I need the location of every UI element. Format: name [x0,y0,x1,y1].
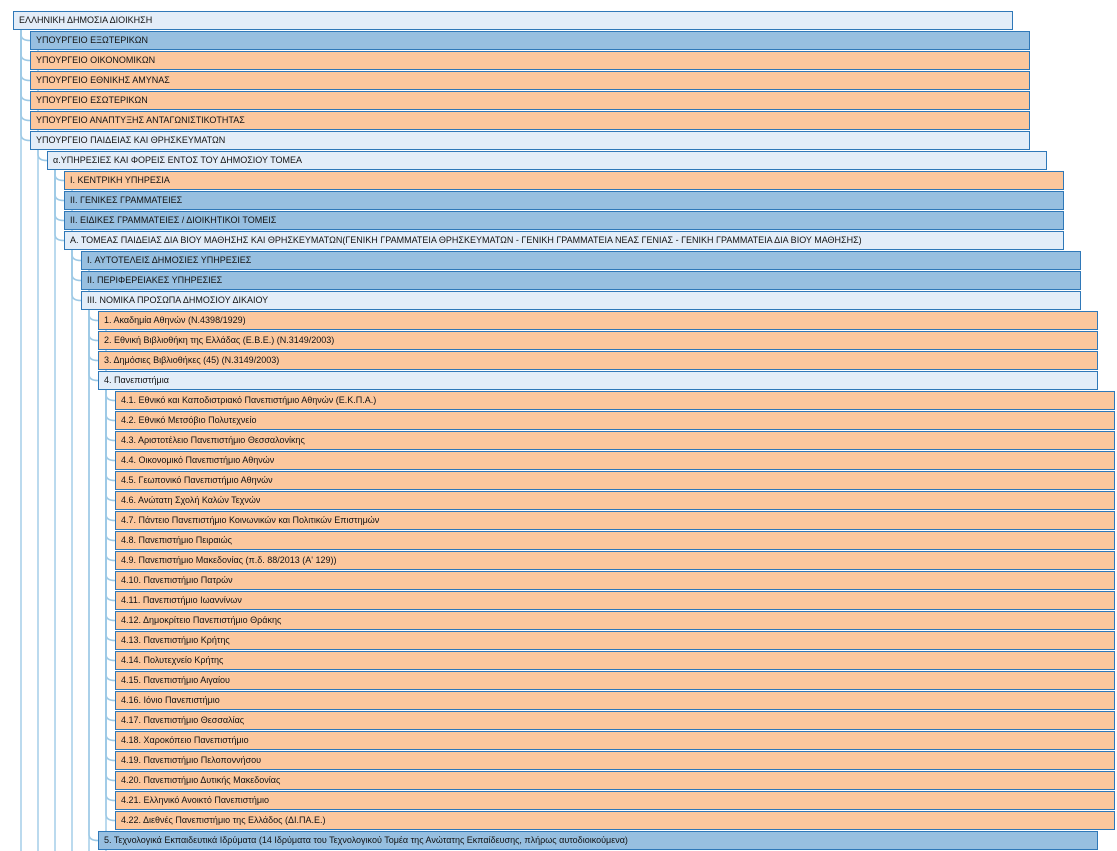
tree-node-label: ΕΛΛΗΝΙΚΗ ΔΗΜΟΣΙΑ ΔΙΟΙΚΗΣΗ [19,15,153,25]
tree-node-29[interactable]: 4.10. Πανεπιστήμιο Πατρών [115,571,1115,590]
tree-node-label: Α. ΤΟΜΕΑΣ ΠΑΙΔΕΙΑΣ ΔΙΑ ΒΙΟΥ ΜΑΘΗΣΗΣ ΚΑΙ … [70,235,862,245]
tree-node-28[interactable]: 4.9. Πανεπιστήμιο Μακεδονίας (π.δ. 88/20… [115,551,1115,570]
tree-node-42[interactable]: 5. Τεχνολογικά Εκπαιδευτικά Ιδρύματα (14… [98,831,1098,850]
tree-node-34[interactable]: 4.15. Πανεπιστήμιο Αιγαίου [115,671,1115,690]
tree-node-17[interactable]: 2. Εθνική Βιβλιοθήκη της Ελλάδας (Ε.Β.Ε.… [98,331,1098,350]
tree-node-label: 1. Ακαδημία Αθηνών (Ν.4398/1929) [104,315,246,325]
tree-node-label: ΥΠΟΥΡΓΕΙΟ ΠΑΙΔΕΙΑΣ ΚΑΙ ΘΡΗΣΚΕΥΜΑΤΩΝ [36,135,226,145]
tree-node-23[interactable]: 4.4. Οικονομικό Πανεπιστήμιο Αθηνών [115,451,1115,470]
tree-node-label: 4.14. Πολυτεχνείο Κρήτης [121,655,224,665]
tree-node-label: 4.2. Εθνικό Μετσόβιο Πολυτεχνείο [121,415,257,425]
tree-node-label: ΥΠΟΥΡΓΕΙΟ ΕΘΝΙΚΗΣ ΑΜΥΝΑΣ [36,75,170,85]
tree-node-label: 5. Τεχνολογικά Εκπαιδευτικά Ιδρύματα (14… [104,835,628,845]
tree-node-24[interactable]: 4.5. Γεωπονικό Πανεπιστήμιο Αθηνών [115,471,1115,490]
tree-node-label: 4.7. Πάντειο Πανεπιστήμιο Κοινωνικών και… [121,515,380,525]
tree-node-label: 4.4. Οικονομικό Πανεπιστήμιο Αθηνών [121,455,275,465]
tree-node-label: 2. Εθνική Βιβλιοθήκη της Ελλάδας (Ε.Β.Ε.… [104,335,335,345]
tree-node-8[interactable]: α.ΥΠΗΡΕΣΙΕΣ ΚΑΙ ΦΟΡΕΙΣ ΕΝΤΟΣ ΤΟΥ ΔΗΜΟΣΙΟ… [47,151,1047,170]
tree-node-7[interactable]: ΥΠΟΥΡΓΕΙΟ ΠΑΙΔΕΙΑΣ ΚΑΙ ΘΡΗΣΚΕΥΜΑΤΩΝ [30,131,1030,150]
tree-node-label: 3. Δημόσιες Βιβλιοθήκες (45) (Ν.3149/200… [104,355,280,365]
tree-node-40[interactable]: 4.21. Ελληνικό Ανοικτό Πανεπιστήμιο [115,791,1115,810]
tree-node-label: 4.1. Εθνικό και Καποδιστριακό Πανεπιστήμ… [121,395,377,405]
tree-node-16[interactable]: 1. Ακαδημία Αθηνών (Ν.4398/1929) [98,311,1098,330]
tree-node-label: 4. Πανεπιστήμια [104,375,169,385]
tree-node-36[interactable]: 4.17. Πανεπιστήμιο Θεσσαλίας [115,711,1115,730]
tree-node-22[interactable]: 4.3. Αριστοτέλειο Πανεπιστήμιο Θεσσαλονί… [115,431,1115,450]
tree-node-label: 4.18. Χαροκόπειο Πανεπιστήμιο [121,735,249,745]
tree-node-3[interactable]: ΥΠΟΥΡΓΕΙΟ ΟΙΚΟΝΟΜΙΚΩΝ [30,51,1030,70]
tree-node-32[interactable]: 4.13. Πανεπιστήμιο Κρήτης [115,631,1115,650]
tree-node-label: 4.20. Πανεπιστήμιο Δυτικής Μακεδονίας [121,775,281,785]
tree-node-label: 4.12. Δημοκρίτειο Πανεπιστήμιο Θράκης [121,615,282,625]
tree-node-label: 4.9. Πανεπιστήμιο Μακεδονίας (π.δ. 88/20… [121,555,337,565]
tree-node-label: II. ΠΕΡΙΦΕΡΕΙΑΚΕΣ ΥΠΗΡΕΣΙΕΣ [87,275,223,285]
tree-node-11[interactable]: II. ΕΙΔΙΚΕΣ ΓΡΑΜΜΑΤΕΙΕΣ / ΔΙΟΙΚΗΤΙΚΟΙ ΤΟ… [64,211,1064,230]
tree-node-18[interactable]: 3. Δημόσιες Βιβλιοθήκες (45) (Ν.3149/200… [98,351,1098,370]
tree-node-41[interactable]: 4.22. Διεθνές Πανεπιστήμιο της Ελλάδος (… [115,811,1115,830]
tree-node-label: 4.16. Ιόνιο Πανεπιστήμιο [121,695,220,705]
tree-node-21[interactable]: 4.2. Εθνικό Μετσόβιο Πολυτεχνείο [115,411,1115,430]
tree-node-label: I. ΚΕΝΤΡΙΚΗ ΥΠΗΡΕΣΙΑ [70,175,170,185]
tree-node-39[interactable]: 4.20. Πανεπιστήμιο Δυτικής Μακεδονίας [115,771,1115,790]
tree-node-1[interactable]: ΕΛΛΗΝΙΚΗ ΔΗΜΟΣΙΑ ΔΙΟΙΚΗΣΗ [13,11,1013,30]
tree-node-4[interactable]: ΥΠΟΥΡΓΕΙΟ ΕΘΝΙΚΗΣ ΑΜΥΝΑΣ [30,71,1030,90]
tree-node-label: ΥΠΟΥΡΓΕΙΟ ΕΣΩΤΕΡΙΚΩΝ [36,95,148,105]
tree-node-20[interactable]: 4.1. Εθνικό και Καποδιστριακό Πανεπιστήμ… [115,391,1115,410]
tree-node-label: 4.22. Διεθνές Πανεπιστήμιο της Ελλάδος (… [121,815,326,825]
tree-node-label: α.ΥΠΗΡΕΣΙΕΣ ΚΑΙ ΦΟΡΕΙΣ ΕΝΤΟΣ ΤΟΥ ΔΗΜΟΣΙΟ… [53,155,303,165]
tree-node-2[interactable]: ΥΠΟΥΡΓΕΙΟ ΕΞΩΤΕΡΙΚΩΝ [30,31,1030,50]
tree-node-30[interactable]: 4.11. Πανεπιστήμιο Ιωαννίνων [115,591,1115,610]
tree-node-label: 4.19. Πανεπιστήμιο Πελοποννήσου [121,755,262,765]
tree-node-label: ΥΠΟΥΡΓΕΙΟ ΕΞΩΤΕΡΙΚΩΝ [36,35,148,45]
tree-node-6[interactable]: ΥΠΟΥΡΓΕΙΟ ΑΝΑΠΤΥΞΗΣ ΑΝΤΑΓΩΝΙΣΤΙΚΟΤΗΤΑΣ [30,111,1030,130]
tree-node-label: 4.15. Πανεπιστήμιο Αιγαίου [121,675,230,685]
tree-node-33[interactable]: 4.14. Πολυτεχνείο Κρήτης [115,651,1115,670]
tree-node-label: 4.8. Πανεπιστήμιο Πειραιώς [121,535,232,545]
tree-node-35[interactable]: 4.16. Ιόνιο Πανεπιστήμιο [115,691,1115,710]
tree-node-27[interactable]: 4.8. Πανεπιστήμιο Πειραιώς [115,531,1115,550]
tree-node-label: III. ΝΟΜΙΚΑ ΠΡΟΣΩΠΑ ΔΗΜΟΣΙΟΥ ΔΙΚΑΙΟΥ [87,295,269,305]
tree-node-15[interactable]: III. ΝΟΜΙΚΑ ΠΡΟΣΩΠΑ ΔΗΜΟΣΙΟΥ ΔΙΚΑΙΟΥ [81,291,1081,310]
tree-node-10[interactable]: II. ΓΕΝΙΚΕΣ ΓΡΑΜΜΑΤΕΙΕΣ [64,191,1064,210]
tree-node-label: ΥΠΟΥΡΓΕΙΟ ΑΝΑΠΤΥΞΗΣ ΑΝΤΑΓΩΝΙΣΤΙΚΟΤΗΤΑΣ [36,115,245,125]
tree-node-label: 4.5. Γεωπονικό Πανεπιστήμιο Αθηνών [121,475,273,485]
tree-node-label: 4.3. Αριστοτέλειο Πανεπιστήμιο Θεσσαλονί… [121,435,305,445]
tree-node-13[interactable]: I. ΑΥΤΟΤΕΛΕΙΣ ΔΗΜΟΣΙΕΣ ΥΠΗΡΕΣΙΕΣ [81,251,1081,270]
tree-node-38[interactable]: 4.19. Πανεπιστήμιο Πελοποννήσου [115,751,1115,770]
tree-node-25[interactable]: 4.6. Ανώτατη Σχολή Καλών Τεχνών [115,491,1115,510]
tree-node-label: 4.10. Πανεπιστήμιο Πατρών [121,575,233,585]
tree-node-14[interactable]: II. ΠΕΡΙΦΕΡΕΙΑΚΕΣ ΥΠΗΡΕΣΙΕΣ [81,271,1081,290]
tree-node-37[interactable]: 4.18. Χαροκόπειο Πανεπιστήμιο [115,731,1115,750]
tree-node-label: I. ΑΥΤΟΤΕΛΕΙΣ ΔΗΜΟΣΙΕΣ ΥΠΗΡΕΣΙΕΣ [87,255,252,265]
tree-node-31[interactable]: 4.12. Δημοκρίτειο Πανεπιστήμιο Θράκης [115,611,1115,630]
tree-node-label: II. ΓΕΝΙΚΕΣ ΓΡΑΜΜΑΤΕΙΕΣ [70,195,183,205]
tree-node-12[interactable]: Α. ΤΟΜΕΑΣ ΠΑΙΔΕΙΑΣ ΔΙΑ ΒΙΟΥ ΜΑΘΗΣΗΣ ΚΑΙ … [64,231,1064,250]
tree-node-9[interactable]: I. ΚΕΝΤΡΙΚΗ ΥΠΗΡΕΣΙΑ [64,171,1064,190]
tree-node-19[interactable]: 4. Πανεπιστήμια [98,371,1098,390]
tree-node-label: 4.11. Πανεπιστήμιο Ιωαννίνων [121,595,242,605]
tree-node-label: ΥΠΟΥΡΓΕΙΟ ΟΙΚΟΝΟΜΙΚΩΝ [36,55,156,65]
tree-node-label: 4.13. Πανεπιστήμιο Κρήτης [121,635,230,645]
tree-node-label: 4.6. Ανώτατη Σχολή Καλών Τεχνών [121,495,261,505]
tree-node-label: 4.17. Πανεπιστήμιο Θεσσαλίας [121,715,245,725]
tree-node-label: 4.21. Ελληνικό Ανοικτό Πανεπιστήμιο [121,795,270,805]
tree-node-label: II. ΕΙΔΙΚΕΣ ΓΡΑΜΜΑΤΕΙΕΣ / ΔΙΟΙΚΗΤΙΚΟΙ ΤΟ… [70,215,277,225]
tree-node-26[interactable]: 4.7. Πάντειο Πανεπιστήμιο Κοινωνικών και… [115,511,1115,530]
tree-node-5[interactable]: ΥΠΟΥΡΓΕΙΟ ΕΣΩΤΕΡΙΚΩΝ [30,91,1030,110]
